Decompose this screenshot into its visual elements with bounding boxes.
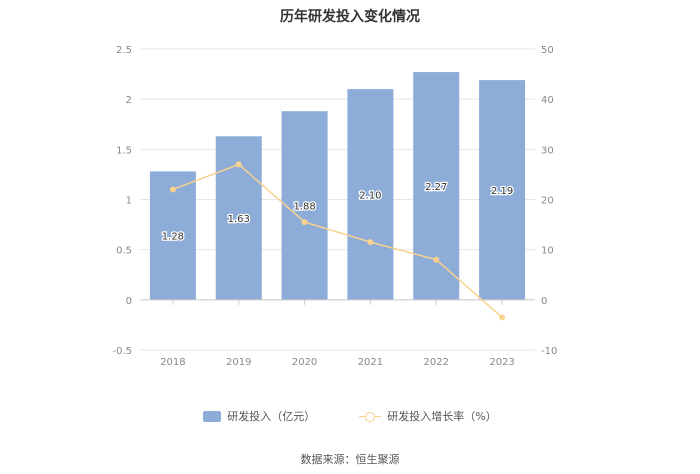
right-axis: -10 0 10 20 30 40 50	[541, 45, 557, 357]
x-tick-label: 2022	[424, 357, 449, 368]
bar-data-label: 1.63	[228, 214, 250, 225]
x-tick-label: 2023	[489, 357, 514, 368]
right-tick-label: 10	[541, 246, 554, 257]
bar-data-label: 1.28	[162, 232, 184, 243]
left-tick-label: 1	[126, 196, 132, 207]
bar-data-label: 2.27	[425, 182, 447, 193]
gridlines	[140, 48, 535, 351]
legend-bar-swatch	[203, 410, 222, 422]
bar-data-label: 2.10	[359, 190, 381, 201]
x-axis: 2018 2019 2020 2021 2022 2023	[140, 299, 535, 368]
bar-data-label: 1.88	[293, 202, 315, 213]
x-tick-label: 2020	[292, 357, 317, 368]
legend-item-line[interactable]: 研发投入增长率（%）	[359, 408, 497, 424]
bar	[347, 89, 394, 300]
growth-line	[172, 163, 503, 318]
line-point	[433, 256, 440, 263]
bar	[149, 171, 196, 300]
line-point	[499, 314, 506, 321]
left-tick-label: 0	[126, 296, 132, 307]
chart-title: 历年研发投入变化情况	[280, 9, 420, 25]
right-tick-label: 20	[541, 196, 554, 207]
left-tick-label: 2	[126, 95, 132, 106]
right-tick-label: 0	[541, 296, 547, 307]
line-point	[235, 161, 242, 168]
x-tick-label: 2018	[160, 357, 185, 368]
left-tick-label: -0.5	[112, 346, 132, 357]
legend: 研发投入（亿元） 研发投入增长率（%）	[0, 408, 700, 424]
right-tick-label: 50	[541, 45, 554, 56]
bar-data-label: 2.19	[491, 186, 513, 197]
line-series	[169, 161, 506, 321]
x-tick-label: 2021	[358, 357, 383, 368]
line-point	[367, 239, 374, 246]
right-tick-label: -10	[541, 346, 557, 357]
left-tick-label: 1.5	[116, 145, 132, 156]
legend-line-label: 研发投入增长率（%）	[387, 410, 497, 423]
bar-series	[149, 72, 526, 300]
data-source: 数据来源：恒生聚源	[300, 453, 400, 466]
legend-item-bar[interactable]: 研发投入（亿元）	[203, 408, 315, 424]
right-tick-label: 40	[541, 95, 554, 106]
right-tick-label: 30	[541, 145, 554, 156]
bar	[479, 80, 526, 300]
line-point	[301, 219, 308, 226]
legend-line-swatch	[359, 411, 382, 422]
bar-data-labels: 1.28 1.63 1.88 2.10 2.27 2.19	[161, 181, 515, 244]
bar	[281, 111, 328, 300]
x-tick-label: 2019	[226, 357, 251, 368]
legend-bar-label: 研发投入（亿元）	[227, 410, 316, 423]
left-tick-label: 2.5	[116, 45, 132, 56]
left-axis: -0.5 0 0.5 1 1.5 2 2.5	[112, 45, 132, 357]
line-point	[169, 186, 176, 193]
left-tick-label: 0.5	[116, 246, 132, 257]
